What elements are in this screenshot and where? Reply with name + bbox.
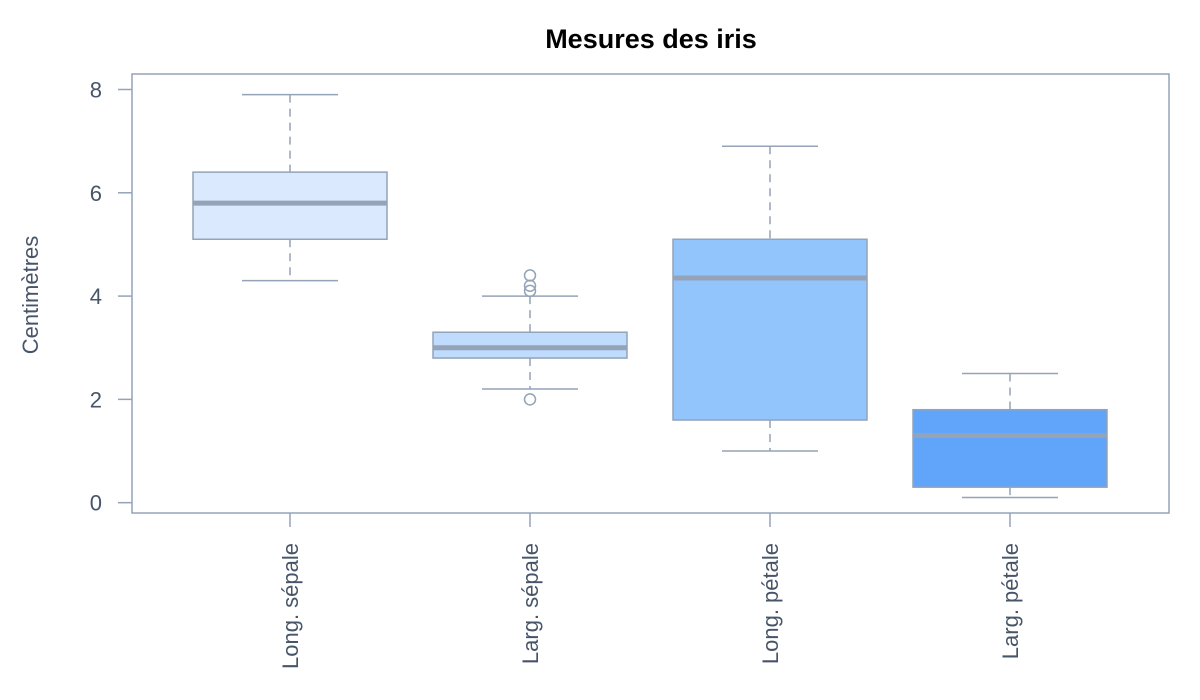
outlier-point — [523, 269, 537, 282]
iqr-box — [432, 331, 628, 359]
iqr-box — [912, 408, 1108, 488]
y-tick-label: 0 — [90, 491, 102, 516]
y-tick-label: 8 — [90, 77, 102, 102]
iqr-box — [192, 171, 388, 241]
box-4 — [912, 372, 1108, 499]
iqr-box — [672, 238, 868, 421]
box-1 — [192, 93, 388, 282]
boxes-group — [192, 93, 1108, 499]
box-2 — [432, 269, 628, 406]
y-tick-label: 4 — [90, 284, 102, 309]
x-category-label: Larg. pétale — [998, 543, 1023, 659]
y-axis: 0 2 4 6 8 — [90, 77, 132, 516]
outlier-point — [523, 393, 537, 406]
plot-frame — [131, 73, 1170, 514]
x-category-label: Larg. sépale — [518, 543, 543, 664]
y-axis-label: Centimètres — [18, 236, 43, 355]
y-tick-label: 6 — [90, 181, 102, 206]
outlier-point — [523, 284, 537, 298]
x-category-label: Long. pétale — [758, 543, 783, 664]
x-axis: Long. sépale Larg. sépale Long. pétale Larg… — [278, 513, 1023, 669]
y-tick-label: 2 — [90, 387, 102, 412]
box-3 — [672, 145, 868, 452]
x-category-label: Long. sépale — [278, 543, 303, 669]
chart-title: Mesures des iris — [545, 24, 757, 54]
